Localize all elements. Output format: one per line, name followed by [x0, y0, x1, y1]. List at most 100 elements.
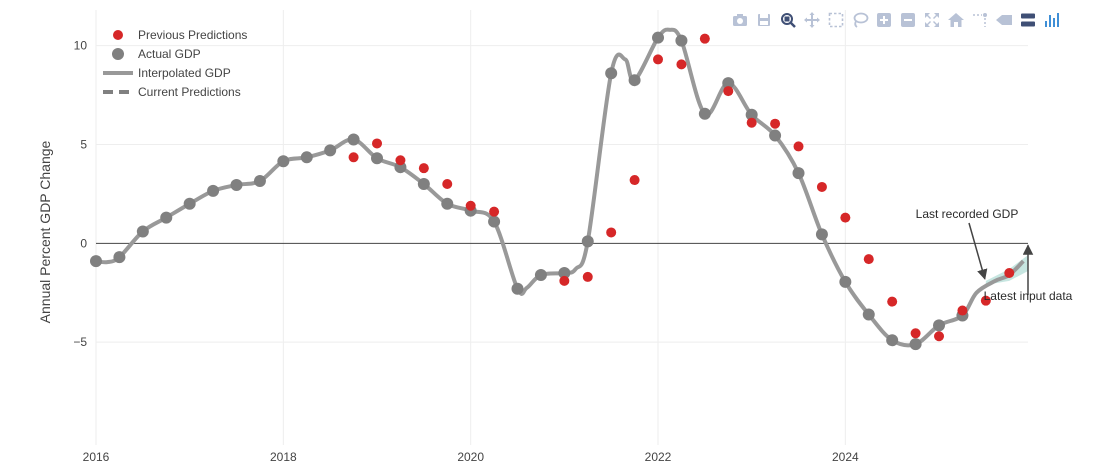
- previous-prediction-point[interactable]: [723, 86, 734, 97]
- actual-gdp-point[interactable]: [862, 308, 875, 321]
- previous-prediction-point[interactable]: [910, 328, 921, 339]
- previous-prediction-point[interactable]: [395, 155, 406, 166]
- legend-label: Current Predictions: [138, 85, 241, 99]
- actual-gdp-point[interactable]: [815, 228, 828, 241]
- actual-gdp-point[interactable]: [792, 167, 805, 180]
- zoom-icon[interactable]: [776, 10, 800, 30]
- x-tick-label: 2020: [457, 450, 484, 464]
- previous-prediction-point[interactable]: [980, 295, 991, 306]
- hover-closest-icon[interactable]: [992, 10, 1016, 30]
- legend-label: Previous Predictions: [138, 28, 247, 42]
- legend-item[interactable]: Current Predictions: [103, 85, 241, 99]
- x-tick-label: 2018: [270, 450, 297, 464]
- legend-symbol: [112, 48, 124, 60]
- previous-prediction-point[interactable]: [746, 117, 757, 128]
- actual-gdp-point[interactable]: [253, 175, 266, 188]
- actual-gdp-point[interactable]: [933, 319, 946, 332]
- actual-gdp-point[interactable]: [371, 152, 384, 165]
- autoscale-icon[interactable]: [920, 10, 944, 30]
- legend[interactable]: Previous Predictions Actual GDP Interpolat…: [103, 28, 247, 99]
- annotation-latest-input-data: Latest input data: [984, 289, 1073, 303]
- plotly-logo-icon[interactable]: [1040, 10, 1064, 30]
- actual-gdp-point[interactable]: [909, 338, 922, 351]
- previous-prediction-point[interactable]: [582, 271, 593, 282]
- annotations: Last recorded GDP Latest input data: [916, 207, 1073, 303]
- actual-gdp-point[interactable]: [628, 74, 641, 87]
- actual-gdp-point[interactable]: [230, 178, 243, 191]
- legend-label: Interpolated GDP: [138, 66, 231, 80]
- y-tick-label: −5: [73, 335, 87, 349]
- previous-prediction-point[interactable]: [348, 152, 359, 163]
- hover-compare-icon[interactable]: [1016, 10, 1040, 30]
- actual-gdp-point[interactable]: [652, 31, 665, 44]
- previous-prediction-point[interactable]: [653, 54, 664, 65]
- prediction-band-area: [985, 255, 1028, 285]
- actual-gdp-point[interactable]: [605, 67, 618, 80]
- legend-item[interactable]: Actual GDP: [112, 47, 201, 61]
- actual-gdp-point[interactable]: [160, 211, 173, 224]
- actual-gdp-point[interactable]: [698, 107, 711, 120]
- actual-gdp-point[interactable]: [558, 266, 571, 279]
- previous-prediction-point[interactable]: [840, 212, 851, 223]
- spike-lines-icon[interactable]: [968, 10, 992, 30]
- legend-item[interactable]: Previous Predictions: [113, 28, 247, 42]
- actual-gdp-point[interactable]: [136, 225, 149, 238]
- previous-prediction-point[interactable]: [793, 141, 804, 152]
- actual-gdp-point[interactable]: [581, 235, 594, 248]
- modebar: [728, 10, 1064, 30]
- actual-gdp-point[interactable]: [488, 215, 501, 228]
- actual-gdp-point[interactable]: [113, 251, 126, 264]
- previous-prediction-point[interactable]: [934, 331, 945, 342]
- previous-prediction-point[interactable]: [816, 181, 827, 192]
- annotation-last-recorded-gdp: Last recorded GDP: [916, 207, 1019, 221]
- previous-prediction-point[interactable]: [887, 296, 898, 307]
- previous-prediction-point[interactable]: [676, 59, 687, 70]
- previous-prediction-point[interactable]: [863, 254, 874, 265]
- actual-gdp-point[interactable]: [207, 184, 220, 197]
- actual-gdp-point[interactable]: [417, 178, 430, 190]
- previous-prediction-point[interactable]: [606, 227, 617, 238]
- previous-prediction-point[interactable]: [489, 206, 500, 217]
- previous-prediction-point[interactable]: [699, 33, 710, 44]
- x-tick-labels: 2016 2018 2020 2022 2024: [83, 450, 859, 464]
- previous-prediction-point[interactable]: [629, 175, 640, 186]
- legend-item[interactable]: Interpolated GDP: [103, 66, 231, 80]
- grid-lines: [95, 10, 1028, 445]
- previous-prediction-point[interactable]: [418, 163, 429, 174]
- actual-gdp-point[interactable]: [722, 77, 735, 90]
- previous-prediction-point[interactable]: [1004, 267, 1015, 278]
- actual-gdp-point[interactable]: [886, 334, 899, 347]
- actual-gdp-point[interactable]: [511, 282, 524, 295]
- actual-gdp-point[interactable]: [534, 268, 547, 281]
- zoom-out-icon[interactable]: [896, 10, 920, 30]
- lasso-select-icon[interactable]: [848, 10, 872, 30]
- actual-gdp-point[interactable]: [183, 197, 196, 210]
- actual-gdp-point[interactable]: [90, 255, 102, 268]
- y-tick-label: 10: [74, 39, 88, 53]
- actual-gdp-point[interactable]: [441, 197, 454, 210]
- actual-gdp-point[interactable]: [324, 144, 337, 157]
- prediction-band: [985, 255, 1028, 285]
- previous-prediction-point[interactable]: [559, 275, 570, 286]
- previous-prediction-point[interactable]: [442, 179, 453, 189]
- actual-gdp-point[interactable]: [745, 108, 758, 121]
- pan-icon[interactable]: [800, 10, 824, 30]
- actual-gdp-point[interactable]: [839, 275, 852, 288]
- legend-symbol: [113, 30, 123, 40]
- actual-gdp-point[interactable]: [347, 133, 360, 146]
- actual-gdp-point[interactable]: [277, 155, 290, 168]
- home-icon[interactable]: [944, 10, 968, 30]
- y-axis-title: Annual Percent GDP Change: [37, 140, 53, 323]
- previous-prediction-point[interactable]: [770, 118, 781, 129]
- actual-gdp-point[interactable]: [300, 151, 313, 164]
- save-icon[interactable]: [752, 10, 776, 30]
- camera-icon[interactable]: [728, 10, 752, 30]
- previous-prediction-point[interactable]: [957, 305, 968, 316]
- actual-gdp-point[interactable]: [769, 129, 782, 142]
- previous-prediction-point[interactable]: [372, 138, 383, 149]
- zoom-in-icon[interactable]: [872, 10, 896, 30]
- box-select-icon[interactable]: [824, 10, 848, 30]
- previous-prediction-point[interactable]: [465, 200, 476, 211]
- actual-gdp-point[interactable]: [675, 34, 688, 47]
